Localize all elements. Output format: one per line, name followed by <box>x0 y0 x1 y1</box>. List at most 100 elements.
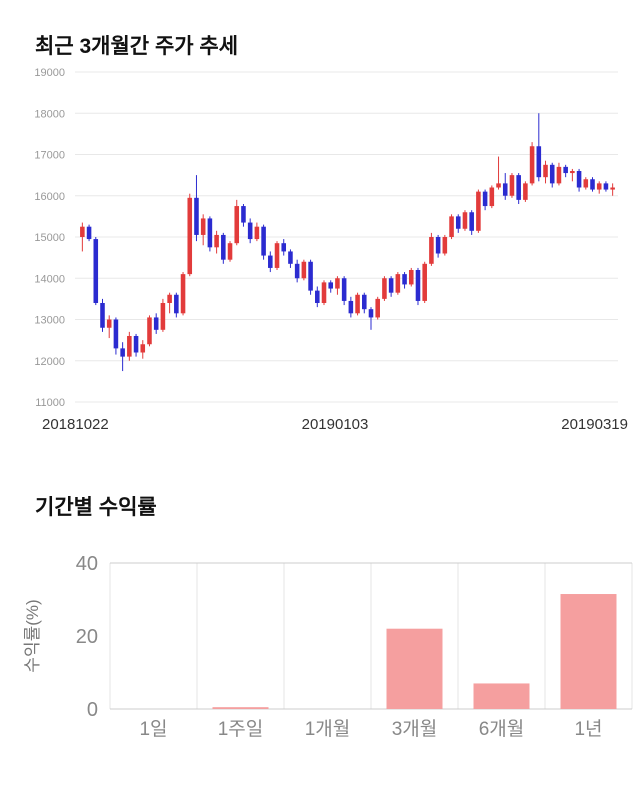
candle-body <box>80 226 85 237</box>
candle-body <box>153 317 159 330</box>
candle-body <box>509 175 515 196</box>
candle-body <box>247 222 253 240</box>
bar <box>560 594 617 709</box>
candle-body <box>489 187 495 207</box>
candle-body <box>261 226 266 256</box>
candle-body <box>388 278 394 293</box>
candle-body <box>328 282 334 289</box>
y-tick-label: 40 <box>76 553 98 575</box>
candle-body <box>449 216 454 237</box>
candle-body <box>563 166 568 174</box>
candle-body <box>308 261 313 291</box>
y-tick-label: 18000 <box>34 108 65 120</box>
candle-body <box>355 294 360 314</box>
candle-body <box>174 294 179 314</box>
price-chart-title: 최근 3개월간 주가 추세 <box>35 35 239 58</box>
candle-body <box>502 183 508 196</box>
x-category-label: 1일 <box>139 718 167 740</box>
candle-body <box>590 179 595 190</box>
candle-body <box>368 309 374 318</box>
candle-body <box>180 274 186 314</box>
candle-body <box>315 290 320 303</box>
candlestick-chart: 19000 18000 17000 16000 15000 14000 13000 12000… <box>34 67 618 409</box>
candle-body <box>227 243 233 260</box>
x-tick-start: 20181022 <box>42 416 109 433</box>
candle-body <box>288 251 293 264</box>
candle-body <box>321 282 327 303</box>
candle-body <box>187 197 193 275</box>
candle-body <box>603 183 609 190</box>
candle-body <box>442 237 448 254</box>
candle-body <box>140 344 146 353</box>
price-chart-block: 19000 18000 17000 16000 15000 14000 13000 12000… <box>0 60 640 433</box>
candle-body <box>160 303 166 330</box>
x-tick-middle: 20190103 <box>301 416 369 433</box>
candle-body <box>543 164 548 178</box>
y-tick-label: 12000 <box>34 356 65 368</box>
bar <box>473 683 530 709</box>
x-category-label: 6개월 <box>479 718 525 740</box>
candle-body <box>549 164 555 184</box>
y-tick-label: 0 <box>87 699 98 721</box>
y-tick-label: 14000 <box>34 273 65 285</box>
candle-body <box>536 146 542 178</box>
candle-body <box>523 183 528 200</box>
x-category-label: 1주일 <box>218 718 264 740</box>
candle-body <box>415 270 421 301</box>
candle-body <box>469 212 474 231</box>
candle-body <box>221 234 226 260</box>
y-tick-label: 20 <box>76 626 98 648</box>
candle-body <box>301 261 307 279</box>
candle-body <box>596 183 602 190</box>
candle-body <box>127 336 132 357</box>
candle-body <box>86 226 92 240</box>
y-axis-label: 수익률(%) <box>23 599 42 672</box>
candle-body <box>429 237 434 264</box>
candle-body <box>106 319 112 328</box>
candle-body <box>395 274 401 293</box>
candle-body <box>214 234 219 248</box>
candle-body <box>194 197 199 235</box>
y-tick-label: 11000 <box>35 397 65 409</box>
candle-body <box>167 294 172 303</box>
candle-body <box>610 187 615 190</box>
candle-body <box>570 171 575 174</box>
candle-body <box>100 303 105 328</box>
returns-chart-title: 기간별 수익률 <box>35 496 157 519</box>
y-tick-label: 15000 <box>34 232 65 244</box>
candle-body <box>496 183 501 188</box>
candle-body <box>294 263 300 279</box>
candle-body <box>335 278 340 289</box>
candle-body <box>408 270 414 285</box>
candle-body <box>274 243 280 268</box>
candle-body <box>576 171 582 188</box>
y-tick-label: 19000 <box>34 67 65 79</box>
x-category-label: 1개월 <box>305 718 351 740</box>
candle-body <box>375 298 380 318</box>
candle-body <box>281 243 287 252</box>
y-tick-label: 16000 <box>34 191 65 203</box>
candle-body <box>341 278 347 301</box>
candle-body <box>382 278 387 299</box>
candle-body <box>348 300 354 314</box>
candle-body <box>516 175 521 200</box>
bar <box>212 707 269 709</box>
candle-body <box>476 191 481 231</box>
candle-body <box>482 191 488 207</box>
candle-body <box>529 146 535 184</box>
candle-body <box>133 336 139 353</box>
candle-body <box>147 317 152 345</box>
candle-body <box>455 216 461 229</box>
candlestick-x-axis: 20181022 20190103 20190319 <box>0 412 640 433</box>
x-category-label: 3개월 <box>392 718 438 740</box>
y-tick-label: 13000 <box>34 315 65 327</box>
candle-body <box>402 274 407 285</box>
candle-body <box>207 218 213 248</box>
bar <box>386 628 443 709</box>
candle-body <box>241 206 246 223</box>
candle-body <box>556 166 562 184</box>
candle-body <box>422 263 427 301</box>
x-category-label: 1년 <box>574 718 602 740</box>
candle-body <box>113 319 119 349</box>
